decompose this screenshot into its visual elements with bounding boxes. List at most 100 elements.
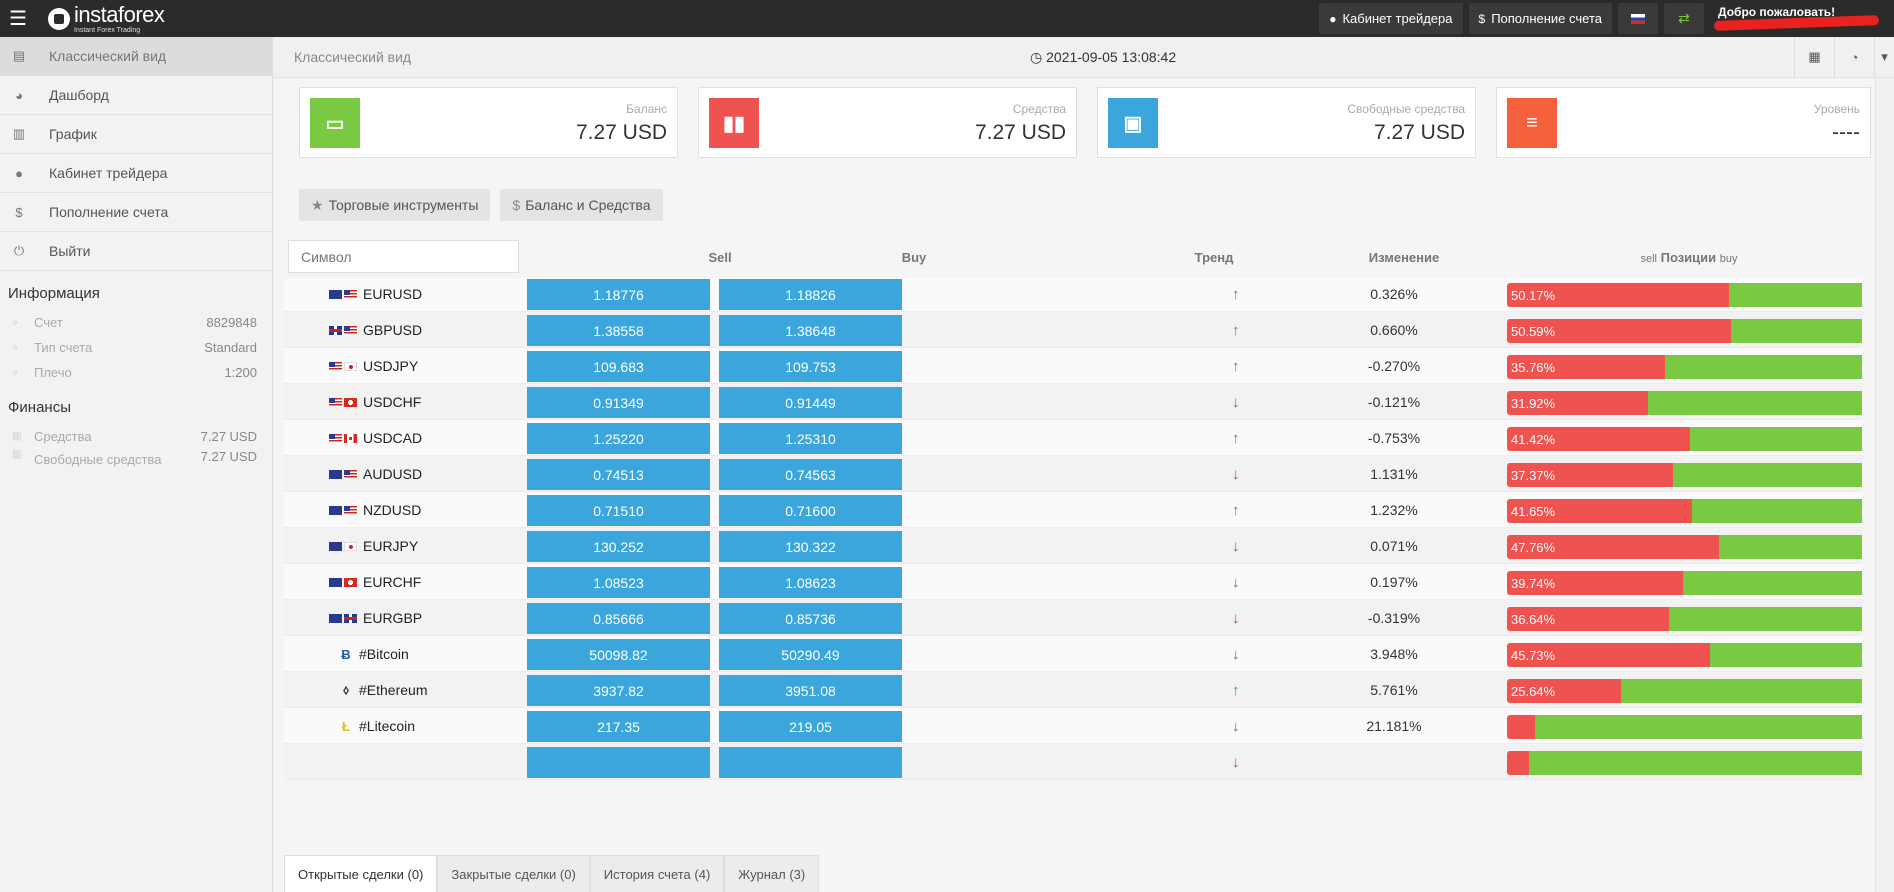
sell-price-button[interactable]: 217.35 (527, 711, 710, 742)
table-row[interactable]: NZDUSD0.715100.71600↑1.232%41.65%58.35%▥… (284, 492, 1862, 528)
sell-price-button[interactable]: 3937.82 (527, 675, 710, 706)
rss-icon[interactable]: ◔ (1834, 36, 1874, 78)
sidebar-item-label: Выйти (49, 243, 91, 259)
table-row[interactable]: USDJPY 109.683 109.753 ↑ -0.270% 35.76%64.24%… (284, 348, 1862, 384)
sell-price-button[interactable]: 1.08523 (527, 567, 710, 598)
us-flag-icon (329, 433, 342, 443)
sell-price-button[interactable]: 109.683 (527, 351, 710, 382)
positions-bar: 36.64%63.36% (1507, 607, 1862, 631)
deposit-label: Пополнение счета (1491, 11, 1602, 26)
table-row[interactable]: GBPUSD1.385581.38648↑0.660%50.59%49.41%▥… (284, 312, 1862, 348)
change-value: -0.270% (1367, 358, 1421, 374)
buy-price-button[interactable]: 130.322 (719, 531, 902, 562)
positions-buy: 58.58% (1690, 427, 1862, 451)
sell-price-button[interactable]: 0.85666 (527, 603, 710, 634)
sidebar-item-4[interactable]: $ Пополнение счета (0, 193, 272, 232)
table-row[interactable]: ⬨ #Ethereum 3937.82 3951.08 ↑ 5.761% 25.64%74.… (284, 672, 1862, 708)
symbol-cell: EURJPY (329, 528, 418, 564)
symbol-search-input[interactable] (288, 240, 519, 273)
buy-price-button[interactable]: 0.74563 (719, 459, 902, 490)
sell-price-button[interactable]: 130.252 (527, 531, 710, 562)
buy-price-button[interactable]: 50290.49 (719, 639, 902, 670)
table-row[interactable]: EURUSD1.187761.18826↑0.326%50.17%49.83%▥… (284, 278, 1862, 312)
sell-price-button[interactable]: 1.18776 (527, 279, 710, 310)
buy-price-button[interactable] (719, 747, 902, 778)
language-button[interactable] (1618, 3, 1658, 34)
sidebar-item-5[interactable]: ⏻ Выйти (0, 232, 272, 271)
bottom-tab-0[interactable]: Открытые сделки (0) (284, 855, 438, 892)
tab-balance-funds[interactable]: $ Баланс и Средства (500, 189, 663, 221)
sidebar-item-3[interactable]: ● Кабинет трейдера (0, 154, 272, 193)
sell-price-button[interactable]: 0.91349 (527, 387, 710, 418)
buy-price-button[interactable]: 0.91449 (719, 387, 902, 418)
positions-buy: 74.36% (1620, 679, 1862, 703)
sell-price-button[interactable]: 50098.82 (527, 639, 710, 670)
buy-price-button[interactable]: 109.753 (719, 351, 902, 382)
tab-trading-instruments[interactable]: ★ Торговые инструменты (299, 189, 491, 221)
symbol-name: GBPUSD (363, 322, 423, 338)
sidebar-item-2[interactable]: ▥ График (0, 115, 272, 154)
info-row: » Счет 8829848 (0, 310, 272, 335)
buy-price-button[interactable]: 1.38648 (719, 315, 902, 346)
positions-sell: 36.64% (1507, 607, 1670, 631)
arrow-down-icon: ↓ (1232, 717, 1240, 735)
deposit-button[interactable]: $ Пополнение счета (1468, 3, 1612, 34)
symbol-cell: EURUSD (329, 278, 422, 312)
sell-price-button[interactable]: 0.74513 (527, 459, 710, 490)
symbol-cell: EURGBP (329, 600, 422, 636)
bottom-tab-2[interactable]: История счета (4) (589, 855, 725, 892)
positions-buy: 60.26% (1683, 571, 1862, 595)
positions-bar: 50.59%49.41% (1507, 319, 1862, 343)
symbol-name: EURJPY (363, 538, 419, 554)
sell-price-button[interactable]: 0.71510 (527, 495, 710, 526)
table-row[interactable]: AUDUSD0.745130.74563↓1.131%37.37%62.63%▥… (284, 456, 1862, 492)
finance-value: 7.27 USD (200, 429, 257, 444)
table-row[interactable]: EURJPY130.252130.322↓0.071%47.76%52.24%▥… (284, 528, 1862, 564)
buy-price-button[interactable]: 3951.08 (719, 675, 902, 706)
positions-buy: 64.24% (1665, 355, 1862, 379)
chart-icon: ▥ (12, 126, 26, 141)
us-flag-icon (344, 505, 357, 515)
table-row[interactable]: USDCHF 0.91349 0.91449 ↓ -0.121% 31.92%68.08%… (284, 384, 1862, 420)
menu-icon[interactable]: ☰ (9, 8, 27, 30)
sidebar-item-0[interactable]: ▤ Классический вид (0, 37, 272, 76)
buy-price-button[interactable]: 219.05 (719, 711, 902, 742)
user-circle-icon: ● (1329, 11, 1337, 26)
positions-sell: 31.92% (1507, 391, 1649, 415)
table-row[interactable]: USDCAD 1.25220 1.25310 ↑ -0.753% 41.42%58.58%… (284, 420, 1862, 456)
trader-cabinet-button[interactable]: ● Кабинет трейдера (1319, 3, 1463, 34)
summary-card: ▮▮ Средства 7.27 USD (698, 87, 1077, 158)
logo[interactable]: instaforex Instant Forex Trading (48, 3, 165, 34)
buy-price-button[interactable]: 1.08623 (719, 567, 902, 598)
table-row[interactable]: EURGBP 0.85666 0.85736 ↓ -0.319% 36.64%63.36%… (284, 600, 1862, 636)
calendar-icon[interactable]: ▦ (1794, 36, 1834, 78)
sidebar-item-1[interactable]: ◕ Дашборд (0, 76, 272, 115)
positions-sell: 50.17% (1507, 283, 1730, 307)
buy-price-button[interactable]: 1.18826 (719, 279, 902, 310)
header-buy: Buy (901, 250, 927, 265)
table-row[interactable]: EURCHF1.085231.08623↓0.197%39.74%60.26%▥… (284, 564, 1862, 600)
table-row[interactable]: ↓▥▯ (284, 744, 1862, 780)
positions-sell: 47.76% (1507, 535, 1719, 559)
card-label: Средства (1012, 102, 1066, 116)
positions-sell: 41.42% (1507, 427, 1691, 451)
currency-flags (329, 505, 359, 515)
positions-buy (1529, 751, 1862, 775)
sell-price-button[interactable]: 1.38558 (527, 315, 710, 346)
buy-price-button[interactable]: 0.85736 (719, 603, 902, 634)
dropdown-icon[interactable]: ▾ (1874, 36, 1894, 78)
vertical-scrollbar[interactable] (1875, 78, 1894, 892)
sidebar-item-label: Кабинет трейдера (49, 165, 168, 181)
finance-value: 7.27 USD (200, 449, 257, 464)
bottom-tab-1[interactable]: Закрытые сделки (0) (437, 855, 590, 892)
symbol-name: #Ethereum (359, 682, 428, 698)
sub-header: Классический вид ◷ 2021-09-05 13:08:42 ▦… (274, 36, 1894, 78)
buy-price-button[interactable]: 1.25310 (719, 423, 902, 454)
bottom-tab-3[interactable]: Журнал (3) (724, 855, 820, 892)
table-row[interactable]: Ƀ #Bitcoin 50098.82 50290.49 ↓ 3.948% 45.73%54… (284, 636, 1862, 672)
swap-account-button[interactable]: ⇄ (1664, 3, 1704, 34)
buy-price-button[interactable]: 0.71600 (719, 495, 902, 526)
sell-price-button[interactable]: 1.25220 (527, 423, 710, 454)
sell-price-button[interactable] (527, 747, 710, 778)
